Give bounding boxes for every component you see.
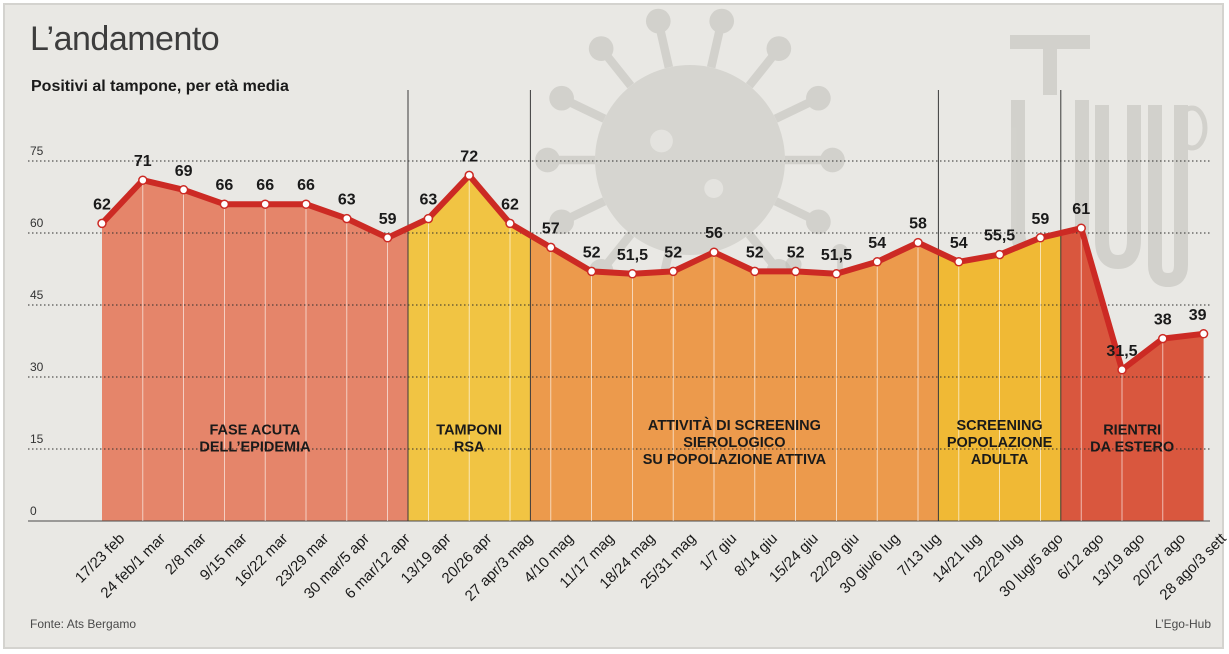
phase-label-2: RSA [454,440,485,456]
gridlines [28,160,1210,522]
data-point [423,213,434,224]
data-point [342,213,352,224]
data-point [709,247,719,257]
data-point [178,185,189,195]
data-point [1198,329,1209,339]
data-point [260,199,270,209]
data-point [586,266,597,277]
y-axis: 0 15 30 45 60 75 [30,144,44,518]
data-label: 69 [175,163,193,180]
data-label: 62 [93,196,111,213]
data-label: 66 [256,177,274,194]
data-label: 59 [1032,211,1050,228]
data-label: 72 [460,148,478,165]
data-label: 54 [950,235,968,252]
data-label: 66 [297,177,315,194]
data-label: 39 [1189,307,1207,324]
data-point [1117,365,1127,375]
phase-label-3: SU POPOLAZIONE ATTIVA [643,452,827,468]
chart-subtitle: Positivi al tampone, per età media [31,78,289,95]
y-tick-label: 75 [30,144,44,158]
data-label: 63 [420,192,438,209]
data-label: 71 [134,153,152,170]
data-point [831,269,842,279]
data-label: 62 [501,196,519,213]
phase-area-5 [1060,228,1204,521]
series-line [97,170,1209,375]
phase-area-1 [102,180,408,521]
data-point [1076,223,1086,233]
y-tick-label: 15 [30,432,44,446]
data-point [301,199,311,209]
data-point [750,266,760,277]
phase-label-2: TAMPONI [436,423,502,439]
data-point [382,233,393,243]
credit-note: L’Ego-Hub [1154,617,1211,631]
data-label: 51,5 [617,247,648,264]
phase-label-5: DA ESTERO [1090,440,1174,456]
data-point [913,237,923,248]
data-point [627,269,638,279]
data-point [790,266,801,277]
data-point [994,249,1005,260]
phase-dividers [407,90,1062,521]
data-point [505,218,515,229]
data-label: 54 [868,235,886,252]
column-lines [142,179,1164,521]
data-point [1158,333,1168,344]
virus-illustration-large [535,8,845,312]
source-note: Fonte: Ats Bergamo [30,617,137,631]
phase-label-4: POPOLAZIONE [947,435,1053,451]
y-tick-label: 60 [30,216,44,230]
data-label: 63 [338,192,356,209]
y-tick-label: 30 [30,360,44,374]
data-point [464,170,474,181]
data-point [546,242,556,253]
data-label: 38 [1154,312,1172,329]
data-label: 52 [583,244,601,261]
data-label: 57 [542,220,560,237]
data-label: 59 [379,211,397,228]
y-tick-label: 0 [30,504,37,518]
data-point [138,175,148,185]
phase-label-5: RIENTRI [1103,423,1161,439]
data-label: 52 [746,244,764,261]
data-label: 66 [216,177,234,194]
phase-label-3: SIEROLOGICO [683,435,785,451]
data-label: 56 [705,225,723,242]
phase-label-4: SCREENING [956,418,1042,434]
data-label: 58 [909,216,927,233]
series-polyline [99,172,1207,373]
data-label: 52 [664,244,682,261]
data-point [1035,233,1046,243]
phase-label-1: DELL’EPIDEMIA [199,440,311,456]
data-point [872,257,882,267]
data-label: 51,5 [821,247,852,264]
data-label: 31,5 [1106,343,1137,360]
y-tick-label: 45 [30,288,44,302]
data-label: 61 [1072,201,1090,218]
data-point [668,266,678,277]
data-point [219,199,230,209]
chart-title: L’andamento [30,20,220,58]
data-point [97,218,107,229]
data-label: 55,5 [984,228,1015,245]
phase-label-3: ATTIVITÀ DI SCREENING [648,417,821,434]
data-point [954,257,964,267]
value-labels: 62 71 69 66 66 66 63 59 63 72 62 57 52 51,5 52 56 52 52 51… [93,148,1206,359]
phase-label-1: FASE ACUTA [209,423,301,439]
data-label: 52 [787,244,805,261]
phase-label-4: ADULTA [971,452,1029,468]
